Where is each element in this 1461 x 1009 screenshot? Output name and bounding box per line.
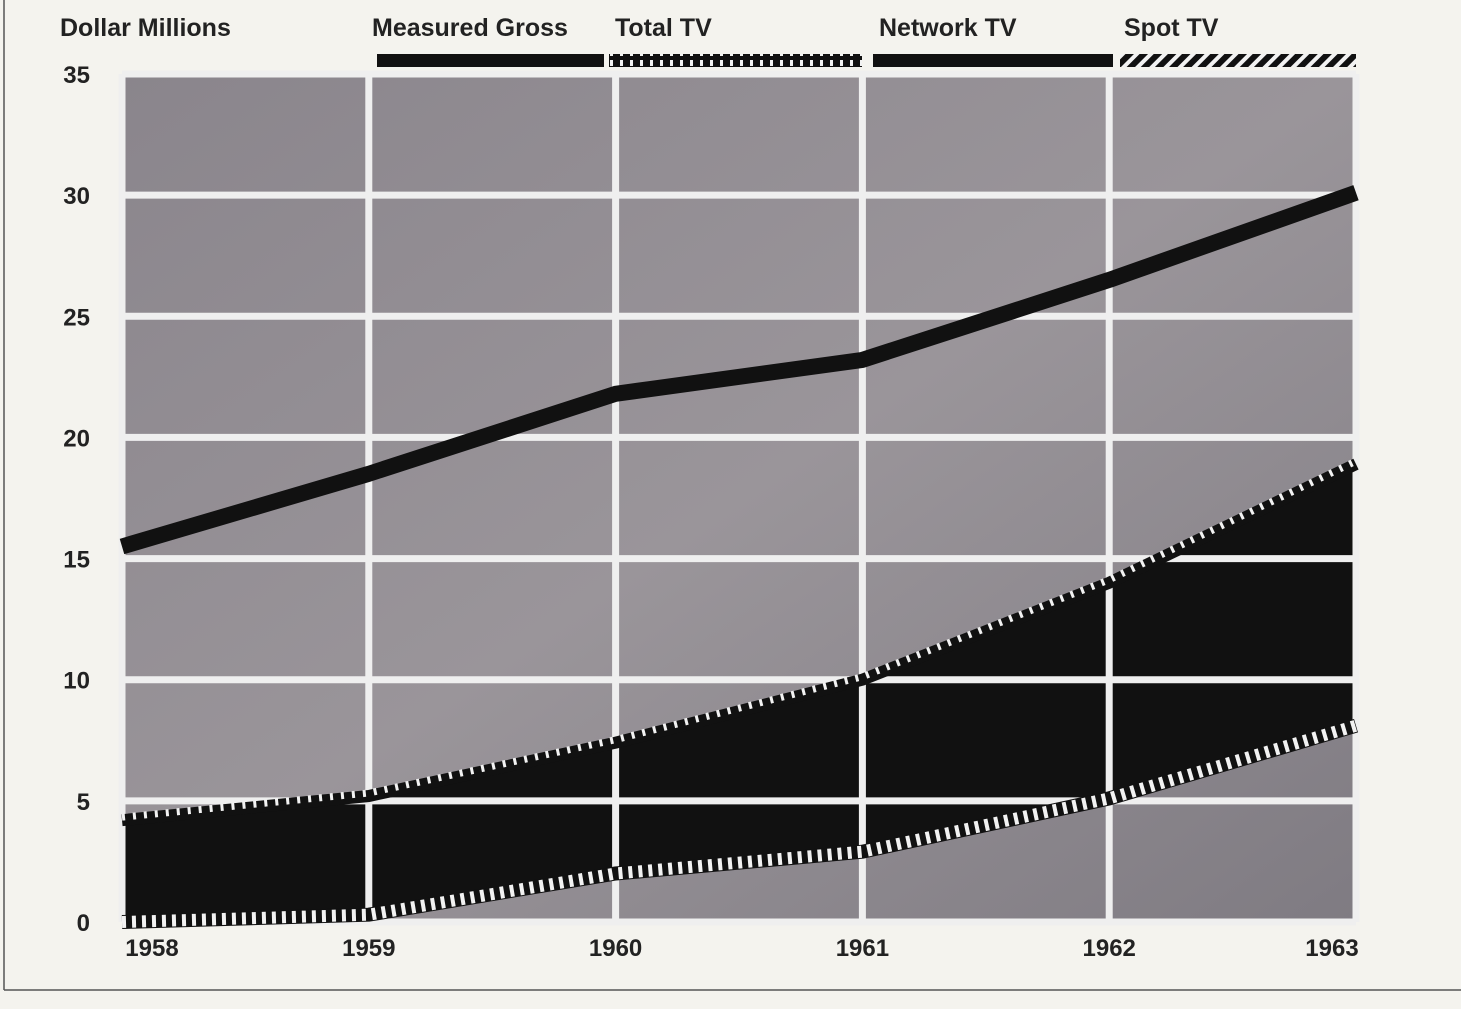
- legend: Measured Gross Total TV Network TV Spot TV: [372, 14, 1356, 67]
- total-tv-line-dashes: [121, 457, 1358, 821]
- legend-key-hatched: [1120, 54, 1356, 67]
- x-tick-label: 1963: [1305, 935, 1358, 962]
- x-tick-label: 1959: [342, 935, 395, 962]
- y-tick-label: 15: [63, 547, 90, 574]
- gridlines: [118, 70, 1360, 926]
- legend-label: Spot TV: [1124, 14, 1219, 42]
- legend-key-dashed: [609, 54, 862, 67]
- x-tick-label: 1960: [589, 935, 642, 962]
- y-tick-label: 30: [63, 183, 90, 210]
- x-tick-label: 1962: [1083, 935, 1136, 962]
- y-tick-label: 0: [77, 910, 90, 937]
- y-tick-label: 20: [63, 425, 90, 452]
- y-tick-label: 25: [63, 304, 90, 331]
- y-tick-labels: 0 5 10 15 20 25 30 35: [63, 62, 90, 937]
- y-tick-label: 10: [63, 668, 90, 695]
- x-tick-labels: 1958 1959 1960 1961 1962 1963: [125, 935, 1358, 962]
- spot-tv-line-hatch: [121, 719, 1358, 928]
- legend-label: Total TV: [615, 14, 712, 42]
- legend-key-solid: [377, 54, 604, 67]
- x-tick-label: 1958: [125, 935, 178, 962]
- legend-key-solid: [873, 54, 1113, 67]
- y-tick-label: 35: [63, 62, 90, 89]
- legend-label: Measured Gross: [372, 14, 568, 42]
- data-lines: [119, 185, 1359, 929]
- x-tick-label: 1961: [836, 935, 889, 962]
- y-tick-label: 5: [77, 789, 90, 816]
- y-axis-title: Dollar Millions: [60, 14, 231, 42]
- measured-gross-line: [119, 185, 1359, 555]
- legend-label: Network TV: [879, 14, 1017, 42]
